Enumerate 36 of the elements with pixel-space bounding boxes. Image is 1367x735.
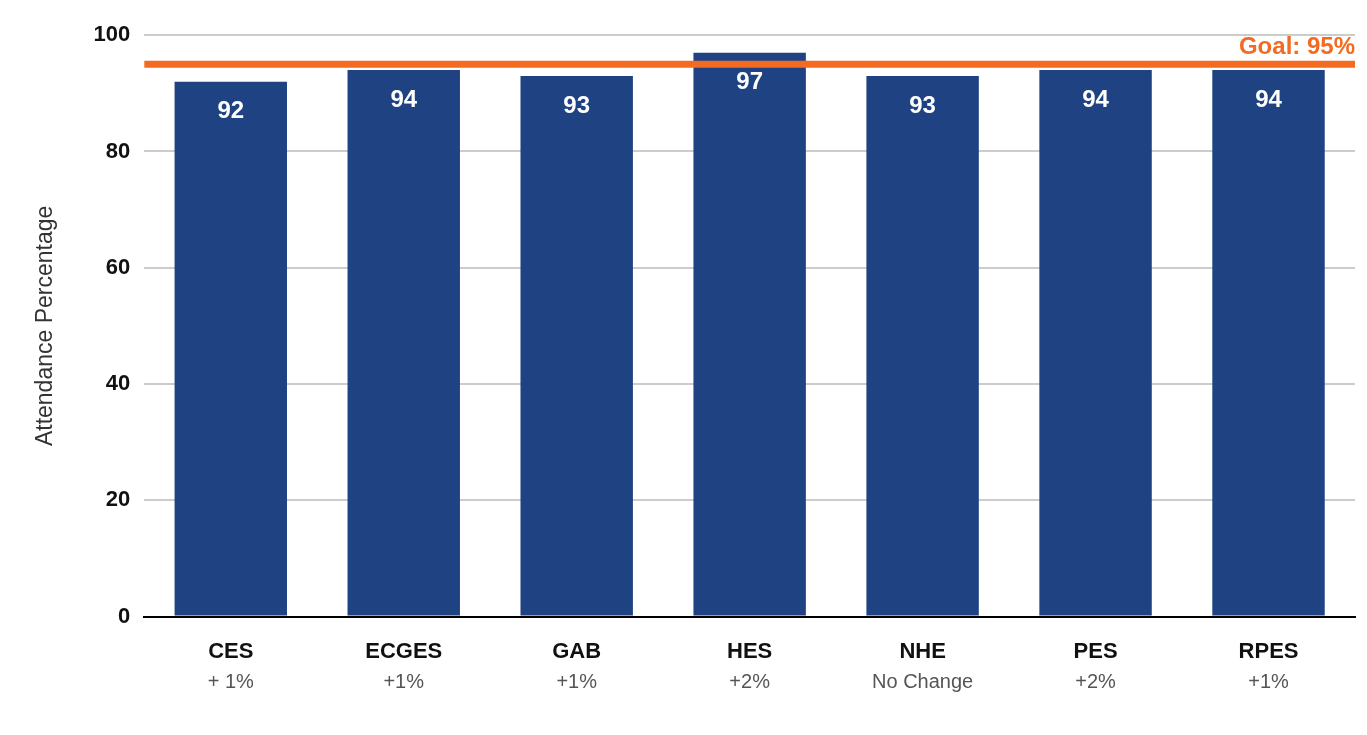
x-tick-label: ECGES: [365, 637, 443, 663]
text: + 1%: [207, 670, 255, 693]
data-label: 94: [390, 84, 418, 112]
data-label: 94: [1082, 84, 1110, 112]
ref-line-label: Goal: 95%: [1238, 31, 1355, 59]
text: +2%: [1075, 670, 1117, 693]
x-tick-label: NHE: [899, 637, 946, 663]
bar: [693, 52, 806, 616]
data-label: 92: [217, 96, 245, 124]
x-tick-label: GAB: [552, 637, 602, 663]
data-label: 93: [563, 90, 591, 118]
bar: [174, 81, 287, 616]
text: +2%: [729, 670, 771, 693]
text: +1%: [556, 670, 598, 693]
y-tick-label: 100: [93, 21, 131, 47]
y-tick-label: 0: [118, 602, 131, 628]
bar: [1212, 70, 1325, 616]
y-tick-label: 40: [105, 370, 131, 396]
bar: [347, 70, 460, 616]
bar: [1039, 70, 1152, 616]
text: +1%: [1248, 670, 1290, 693]
x-tick-label: CES: [208, 637, 254, 663]
bar: [520, 75, 633, 616]
x-tick-label: HES: [727, 637, 773, 663]
y-tick-label: 60: [105, 253, 131, 279]
y-tick-label: 20: [105, 486, 131, 512]
x-tick-label: PES: [1073, 637, 1118, 663]
data-label: 94: [1255, 84, 1283, 112]
y-axis-title: Attendance Percentage: [31, 205, 58, 447]
text: +1%: [383, 670, 425, 693]
bar: [866, 75, 979, 616]
text: No Change: [872, 670, 974, 693]
x-tick-label: RPES: [1238, 637, 1299, 663]
data-label: 93: [909, 90, 936, 118]
y-tick-label: 80: [105, 137, 131, 163]
data-label: 97: [736, 67, 763, 95]
